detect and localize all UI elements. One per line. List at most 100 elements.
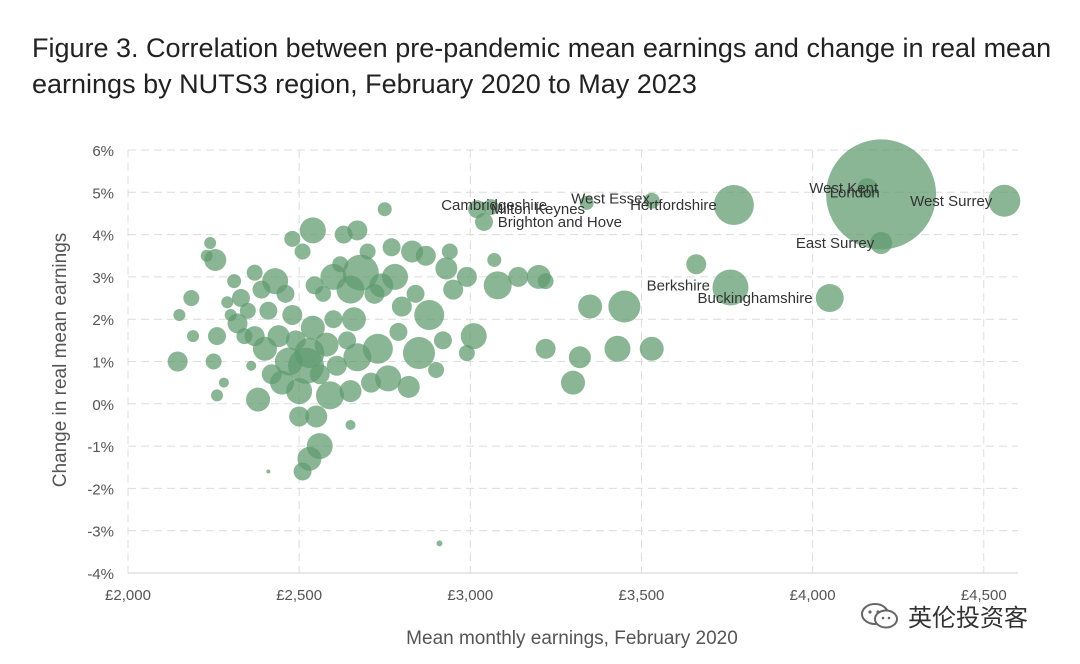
- bubble[interactable]: [456, 266, 477, 287]
- bubble-west-kent[interactable]: [857, 178, 878, 199]
- bubble[interactable]: [239, 302, 256, 319]
- bubble[interactable]: [460, 323, 487, 350]
- bubble[interactable]: [332, 256, 349, 273]
- bubble[interactable]: [309, 364, 330, 385]
- bubble[interactable]: [436, 540, 443, 547]
- bubble[interactable]: [276, 284, 295, 303]
- bubble[interactable]: [343, 343, 372, 372]
- bubble[interactable]: [252, 280, 271, 299]
- bubble[interactable]: [397, 375, 420, 398]
- bubble-east-surrey[interactable]: [870, 232, 893, 255]
- bubble[interactable]: [326, 355, 347, 376]
- bubble-west-surrey[interactable]: [988, 184, 1021, 217]
- bubble[interactable]: [537, 273, 554, 290]
- y-axis-ticks: -4% -3% -2% -1% 0% 1% 2% 3% 4% 5% 6%: [87, 143, 114, 583]
- bubble[interactable]: [604, 335, 631, 362]
- bubble[interactable]: [224, 308, 237, 321]
- bubble[interactable]: [208, 327, 226, 346]
- bubble[interactable]: [285, 330, 306, 351]
- bubble[interactable]: [183, 290, 200, 307]
- bubble[interactable]: [305, 405, 328, 428]
- bubble[interactable]: [299, 217, 326, 244]
- bubble-buckinghamshire[interactable]: [815, 284, 844, 313]
- bubble-milton-keynes[interactable]: [482, 199, 499, 216]
- bubble[interactable]: [259, 301, 278, 320]
- bubble[interactable]: [211, 389, 223, 402]
- bubble-london[interactable]: [826, 139, 937, 250]
- bubble[interactable]: [167, 351, 188, 372]
- bubble[interactable]: [433, 331, 452, 350]
- bubble[interactable]: [561, 370, 585, 395]
- bubble[interactable]: [483, 271, 512, 300]
- bubble[interactable]: [334, 225, 353, 244]
- bubble[interactable]: [274, 347, 303, 376]
- y-tick-label: 2%: [92, 312, 114, 329]
- point-label: West Essex: [571, 191, 650, 208]
- bubble[interactable]: [294, 243, 311, 260]
- bubble[interactable]: [389, 322, 408, 341]
- bubble[interactable]: [406, 284, 425, 303]
- bubble[interactable]: [435, 257, 458, 280]
- bubble[interactable]: [339, 380, 362, 403]
- bubble-layer: [167, 139, 1021, 547]
- bubble[interactable]: [608, 290, 641, 323]
- y-axis-label: Change in real mean earnings: [50, 233, 71, 488]
- bubble[interactable]: [458, 345, 475, 362]
- bubble[interactable]: [261, 364, 282, 385]
- bubble[interactable]: [345, 419, 356, 430]
- bubble[interactable]: [568, 346, 591, 369]
- x-tick-label: £4,000: [790, 587, 836, 604]
- bubble[interactable]: [428, 361, 445, 378]
- watermark: 英伦投资客: [860, 598, 1028, 633]
- bubble[interactable]: [324, 310, 343, 329]
- bubble[interactable]: [227, 274, 242, 289]
- bubble[interactable]: [639, 336, 664, 361]
- bubble[interactable]: [686, 254, 707, 275]
- bubble-west-essex[interactable]: [579, 195, 594, 210]
- bubble[interactable]: [441, 243, 458, 260]
- bubble[interactable]: [382, 238, 401, 257]
- bubble[interactable]: [508, 266, 529, 287]
- bubble[interactable]: [300, 315, 325, 340]
- bubble[interactable]: [341, 307, 366, 332]
- bubble[interactable]: [643, 192, 660, 209]
- bubble[interactable]: [377, 202, 392, 217]
- bubble[interactable]: [266, 469, 271, 474]
- bubble[interactable]: [535, 338, 556, 359]
- bubble[interactable]: [364, 283, 385, 304]
- bubble[interactable]: [359, 243, 376, 260]
- bubble[interactable]: [293, 462, 312, 481]
- bubble[interactable]: [314, 332, 339, 357]
- bubble[interactable]: [443, 279, 464, 300]
- bubble[interactable]: [361, 372, 382, 393]
- bubble[interactable]: [205, 353, 222, 370]
- bubble[interactable]: [173, 308, 186, 321]
- bubble[interactable]: [415, 245, 436, 266]
- bubble[interactable]: [204, 237, 217, 250]
- bubble[interactable]: [282, 304, 303, 325]
- bubble[interactable]: [246, 264, 263, 281]
- bubble[interactable]: [236, 328, 253, 345]
- bubble[interactable]: [246, 360, 257, 371]
- bubble[interactable]: [578, 294, 603, 319]
- bubble[interactable]: [187, 330, 200, 343]
- bubble[interactable]: [246, 387, 271, 412]
- bubble[interactable]: [338, 331, 357, 350]
- bubble[interactable]: [267, 325, 290, 348]
- bubble[interactable]: [391, 296, 412, 317]
- bubble[interactable]: [200, 249, 213, 262]
- bubble-hertfordshire[interactable]: [713, 184, 754, 225]
- bubble[interactable]: [315, 381, 344, 410]
- bubble[interactable]: [402, 337, 435, 370]
- bubble[interactable]: [375, 365, 402, 392]
- bubble-berkshire[interactable]: [712, 269, 749, 306]
- bubble[interactable]: [221, 296, 234, 309]
- bubble[interactable]: [284, 230, 301, 247]
- bubble[interactable]: [231, 289, 250, 308]
- bubble[interactable]: [315, 285, 332, 302]
- bubble[interactable]: [487, 252, 502, 267]
- bubble[interactable]: [414, 299, 445, 330]
- bubble[interactable]: [218, 377, 229, 388]
- bubble[interactable]: [289, 406, 310, 427]
- bubble-brighton-and-hove[interactable]: [475, 212, 493, 231]
